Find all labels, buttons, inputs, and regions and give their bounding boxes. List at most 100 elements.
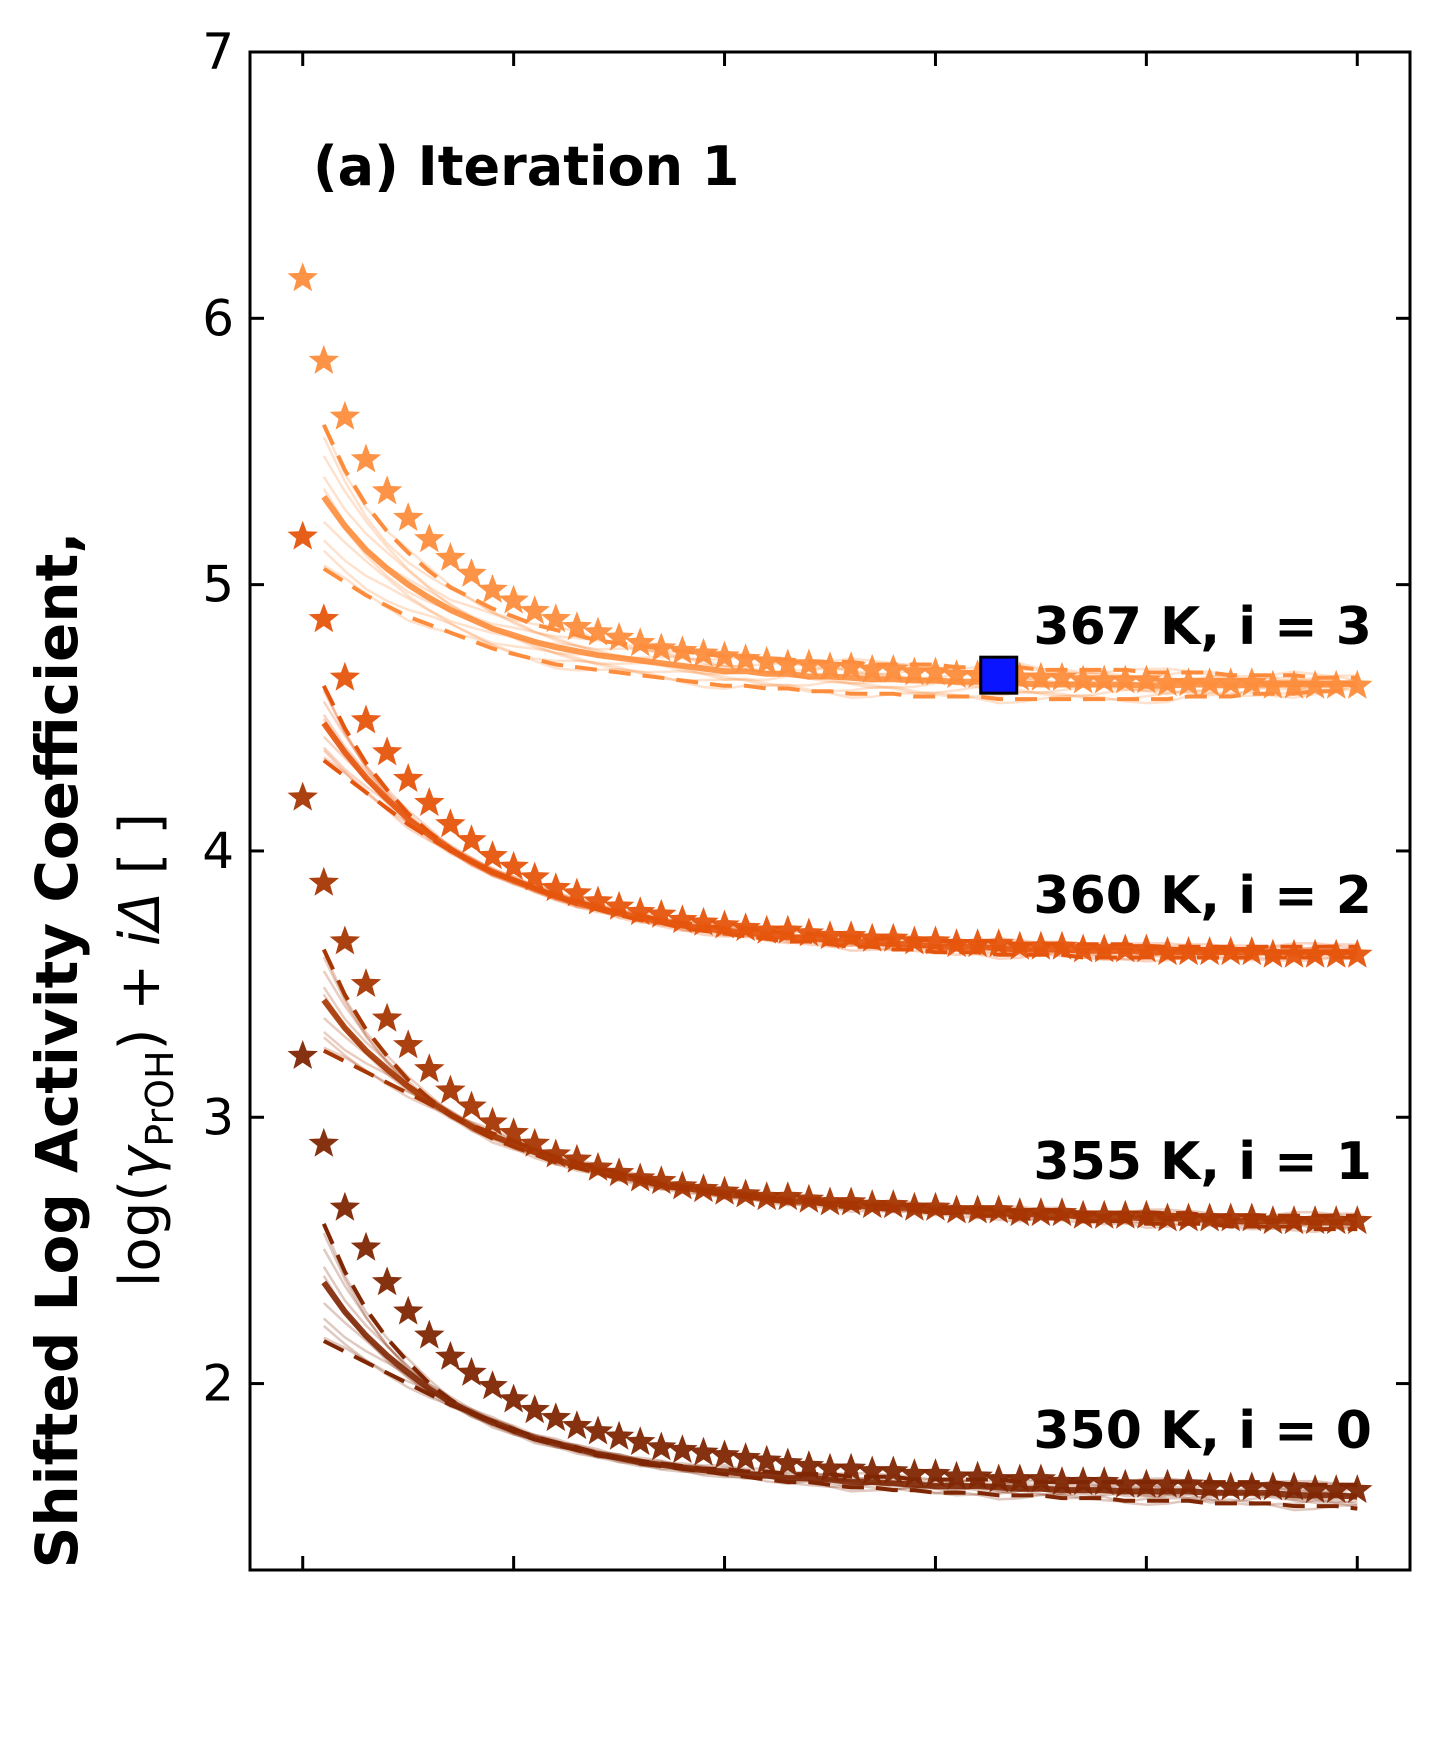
lower-bound-line	[322, 567, 1358, 702]
star-point	[835, 1186, 867, 1216]
star-point	[1152, 1468, 1183, 1498]
ylabel-prefix: log(	[108, 1180, 173, 1287]
star-point	[1025, 1463, 1057, 1493]
star-point	[835, 920, 867, 950]
star-point	[814, 1186, 846, 1216]
star-point	[435, 1074, 466, 1104]
star-point	[393, 1295, 424, 1325]
panel-title: (a) Iteration 1	[313, 135, 739, 198]
star-point	[1131, 664, 1162, 694]
star-point	[540, 1402, 571, 1432]
star-point	[688, 1436, 719, 1466]
star-point	[540, 1138, 571, 1168]
star-point	[899, 925, 930, 955]
star-point	[1257, 1205, 1289, 1235]
star-point	[1299, 669, 1331, 699]
ylabel-gamma: γ	[108, 1144, 173, 1180]
star-point	[667, 635, 698, 665]
star-point	[1236, 936, 1267, 966]
star-point	[1131, 933, 1162, 963]
ensemble-curve	[322, 746, 1358, 961]
star-point	[646, 898, 677, 928]
star-point	[646, 1165, 677, 1195]
y-tick-label: 7	[202, 23, 234, 81]
series-label: 360 K, i = 2	[1033, 866, 1372, 926]
star-point	[1046, 1197, 1078, 1227]
star-point	[751, 1181, 782, 1211]
star-point	[329, 661, 361, 691]
star-point	[772, 1447, 803, 1477]
star-point	[962, 1194, 993, 1224]
ensemble-curve	[322, 520, 1358, 696]
ylabel-i: i	[108, 930, 173, 946]
star-point	[1236, 1202, 1267, 1232]
ylabel-delta: Δ	[108, 892, 173, 934]
star-point	[1278, 938, 1310, 968]
star-point	[899, 1458, 930, 1488]
star-point	[1089, 1199, 1120, 1229]
y-axis-label: Shifted Log Activity Coefficient, log(γP…	[23, 532, 182, 1569]
star-point	[1236, 1471, 1267, 1501]
star-point	[603, 890, 635, 920]
star-point	[414, 1319, 445, 1349]
star-point	[1215, 936, 1246, 966]
star-point	[350, 1231, 382, 1261]
star-point	[857, 653, 888, 683]
star-point	[540, 872, 571, 902]
star-point	[751, 645, 782, 675]
star-point	[1067, 664, 1099, 694]
star-point	[561, 1143, 593, 1173]
star-point	[519, 1394, 550, 1424]
star-point	[1257, 669, 1289, 699]
star-point	[519, 595, 550, 625]
star-point	[1173, 667, 1204, 697]
star-point	[941, 1460, 972, 1490]
star-point	[1321, 938, 1352, 968]
star-point	[1110, 664, 1141, 694]
star-point	[371, 1002, 403, 1032]
star-point	[709, 640, 740, 670]
ensemble-curve	[322, 488, 1358, 690]
star-point	[709, 909, 740, 939]
star-point	[751, 1444, 782, 1474]
star-point	[1110, 1199, 1141, 1229]
ensemble-curve	[322, 539, 1358, 698]
star-point	[329, 1191, 361, 1221]
y-tick-label: 6	[202, 289, 234, 347]
star-point	[709, 1439, 740, 1469]
star-point	[498, 1117, 529, 1147]
star-point	[1194, 1471, 1225, 1501]
star-point	[751, 914, 782, 944]
star-point	[1046, 661, 1078, 691]
star-point	[814, 920, 846, 950]
star-point	[1299, 1474, 1331, 1503]
star-point	[350, 443, 382, 473]
star-point	[456, 1090, 487, 1120]
star-point	[1194, 1202, 1225, 1232]
star-point	[1025, 1197, 1057, 1227]
ticks: 2 3 4 5 6 7	[202, 23, 1410, 1570]
star-point	[1152, 667, 1183, 697]
star-point	[519, 861, 550, 891]
star-point	[582, 1151, 614, 1181]
star-point	[878, 1455, 909, 1485]
star-point	[835, 651, 867, 681]
star-point	[878, 1189, 909, 1219]
star-markers	[287, 262, 1373, 1503]
star-point	[1067, 1466, 1099, 1496]
highlight-layer	[979, 655, 1019, 695]
star-point	[688, 906, 719, 936]
star-point	[582, 885, 614, 915]
ylabel-subscript: PrOH	[138, 1050, 182, 1146]
star-point	[287, 1040, 318, 1069]
star-point	[308, 603, 339, 633]
star-point	[1173, 1202, 1204, 1232]
star-point	[393, 1029, 424, 1059]
star-point	[1215, 1471, 1246, 1501]
star-point	[920, 925, 951, 955]
upper-bound-line	[321, 423, 1358, 680]
star-point	[519, 1127, 550, 1157]
star-point	[625, 1426, 656, 1456]
star-point	[941, 659, 972, 689]
